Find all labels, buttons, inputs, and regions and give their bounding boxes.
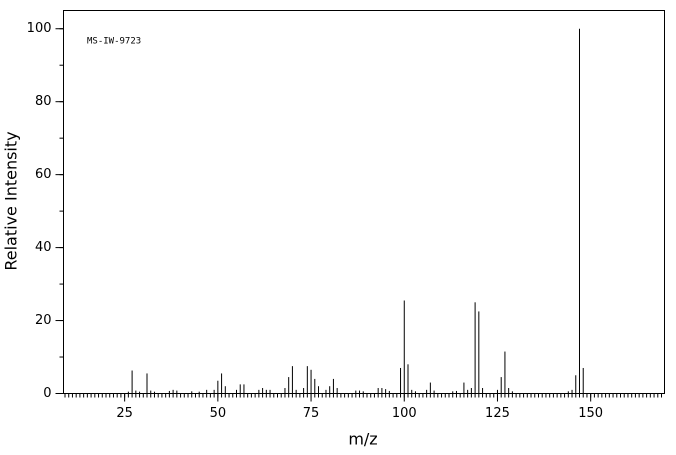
y-tick-label: 0 — [43, 386, 51, 401]
y-tick-label: 40 — [35, 240, 52, 255]
y-tick-label: 100 — [27, 21, 52, 36]
chart-title: MS-IW-9723 — [87, 37, 141, 47]
y-tick-label: 60 — [35, 167, 52, 182]
x-tick-label: 75 — [303, 406, 320, 421]
x-tick-label: 50 — [210, 406, 227, 421]
x-axis-label: m/z — [348, 430, 377, 449]
x-tick-label: 125 — [485, 406, 510, 421]
y-tick-label: 80 — [35, 94, 52, 109]
x-tick-label: 150 — [578, 406, 603, 421]
y-tick-label: 20 — [35, 313, 52, 328]
y-axis-label: Relative Intensity — [2, 131, 21, 270]
plot-frame — [63, 10, 665, 394]
x-tick-label: 100 — [392, 406, 417, 421]
x-tick-label: 25 — [116, 406, 133, 421]
